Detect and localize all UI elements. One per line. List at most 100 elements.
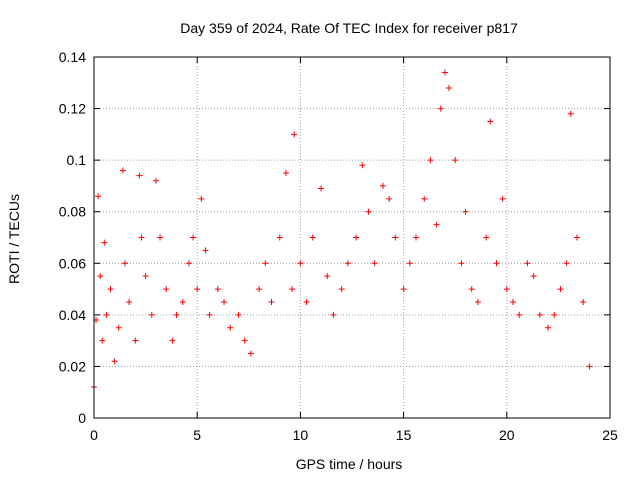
data-point [400,286,407,293]
data-point [262,260,269,267]
data-point [503,286,510,293]
data-point [433,221,440,228]
data-point [586,363,593,370]
data-point [107,286,114,293]
data-point [157,234,164,241]
data-point [344,260,351,267]
data-point [516,311,523,318]
data-point [291,131,298,138]
data-point [138,234,145,241]
data-point [241,337,248,344]
x-tick-label: 5 [193,427,201,443]
y-axis-label: ROTI / TECUs [6,194,22,284]
data-point [309,234,316,241]
data-point [379,182,386,189]
grid-lines [94,57,610,418]
data-point [111,358,118,365]
data-point [297,260,304,267]
data-point [101,239,108,246]
data-point [169,337,176,344]
data-point [509,298,516,305]
data-point [536,311,543,318]
x-tick-label: 25 [602,427,618,443]
x-tick-label: 10 [293,427,309,443]
data-point [392,234,399,241]
data-point [97,273,104,280]
data-point [115,324,122,331]
y-tick-label: 0.08 [59,204,86,220]
data-point [324,273,331,280]
data-point [235,311,242,318]
data-point [318,185,325,192]
data-point [446,84,453,91]
data-point [386,195,393,202]
data-points [91,69,593,391]
x-tick-label: 0 [90,427,98,443]
data-point [365,208,372,215]
data-point [198,195,205,202]
y-tick-label: 0.1 [67,152,87,168]
data-point [142,273,149,280]
plot-frame [93,56,611,419]
data-point [148,311,155,318]
data-point [441,69,448,76]
data-point [458,260,465,267]
data-point [99,337,106,344]
chart-title: Day 359 of 2024, Rate Of TEC Index for r… [180,20,518,36]
x-tick-label: 15 [396,427,412,443]
data-point [452,157,459,164]
data-point [437,105,444,112]
x-tick-label: 20 [499,427,515,443]
data-point [289,286,296,293]
data-point [163,286,170,293]
data-point [580,298,587,305]
data-point [303,298,310,305]
data-point [276,234,283,241]
data-point [412,234,419,241]
data-point [103,311,110,318]
data-point [95,193,102,200]
data-point [499,195,506,202]
data-point [126,298,133,305]
data-point [462,208,469,215]
data-point [185,260,192,267]
data-point [487,118,494,125]
data-point [567,110,574,117]
axis-ticks: 0 0.02 0.04 0.06 0.08 0.1 0.12 0.14 0 5 10 15 20 25 [59,49,618,443]
data-point [227,324,234,331]
y-tick-label: 0.12 [59,101,86,117]
data-point [359,162,366,169]
y-tick-label: 0.14 [59,49,86,65]
y-tick-label: 0.02 [59,358,86,374]
data-point [132,337,139,344]
data-point [371,260,378,267]
data-point [119,167,126,174]
data-point [121,260,128,267]
data-point [221,298,228,305]
data-point [530,273,537,280]
data-point [563,260,570,267]
data-point [282,170,289,177]
data-point [573,234,580,241]
data-point [421,195,428,202]
y-tick-label: 0 [78,410,86,426]
data-point [202,247,209,254]
data-point [247,350,254,357]
data-point [152,177,159,184]
data-point [427,157,434,164]
data-point [214,286,221,293]
data-point [206,311,213,318]
data-point [557,286,564,293]
data-point [190,234,197,241]
data-point [551,311,558,318]
data-point [524,260,531,267]
data-point [353,234,360,241]
data-point [173,311,180,318]
data-point [338,286,345,293]
data-point [256,286,263,293]
y-tick-label: 0.04 [59,307,86,323]
data-point [545,324,552,331]
data-point [136,172,143,179]
data-point [330,311,337,318]
